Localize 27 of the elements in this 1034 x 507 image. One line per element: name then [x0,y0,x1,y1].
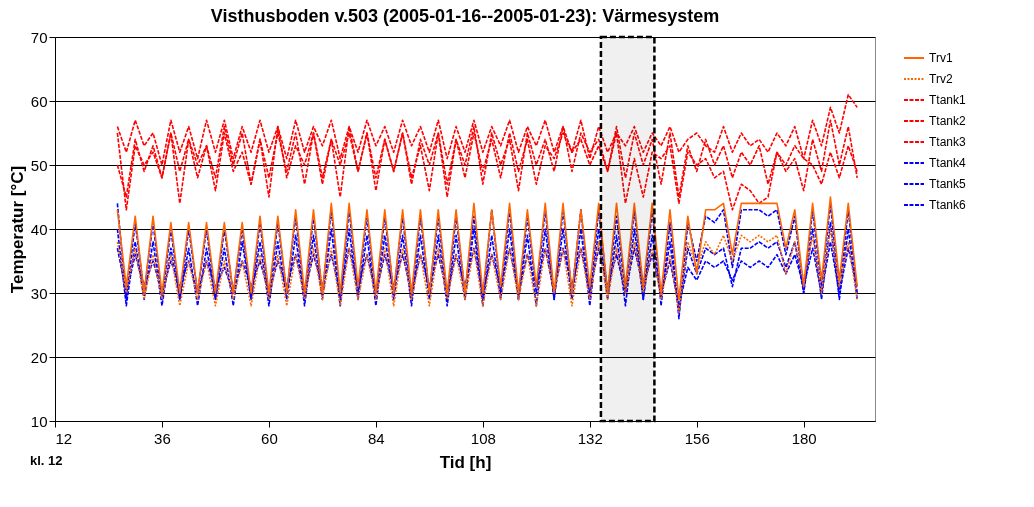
x-tick-label: 132 [577,429,603,447]
legend-label: Ttank1 [929,93,967,107]
y-tick-label: 70 [30,28,48,46]
legend-label: Ttank6 [929,198,967,212]
y-tick-label: 30 [30,284,48,302]
x-tick-label: 36 [154,429,171,447]
x-axis-title: Tid [h] [439,452,492,472]
x-tick-label: 12 [55,429,73,447]
text: kl. 12 [30,453,63,468]
legend-label: Ttank2 [929,114,967,128]
legend-label: Trv1 [929,51,953,65]
y-tick-label: 60 [30,92,48,110]
x-tick-label: 60 [261,429,278,447]
legend-label: Ttank4 [929,156,967,170]
legend-label: Ttank5 [929,177,967,191]
x-tick-label: 84 [368,429,385,447]
y-tick-label: 10 [30,412,48,430]
legend-label: Ttank3 [929,135,967,149]
y-tick-label: 40 [30,220,48,238]
x-tick-label: 156 [684,429,710,447]
chart-title: Visthusboden v.503 (2005-01-16--2005-01-23): Värmesystem [210,6,720,26]
x-tick-label: 108 [470,429,496,447]
y-tick-label: 50 [30,156,48,174]
legend-label: Trv2 [929,72,953,86]
y-tick-label: 20 [30,348,48,366]
x-tick-label: 180 [791,429,817,447]
y-axis-title: Temperatur [°C] [7,165,27,294]
